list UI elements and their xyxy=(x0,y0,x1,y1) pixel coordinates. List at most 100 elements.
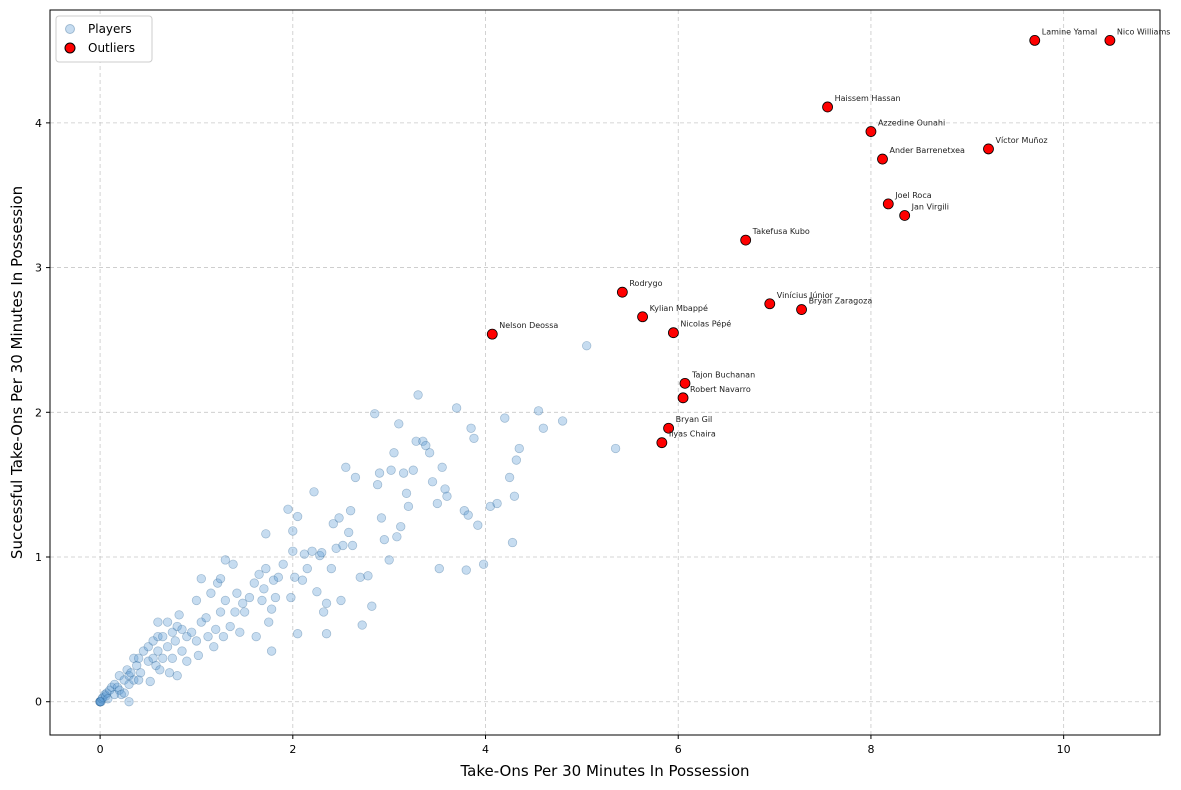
player-point xyxy=(196,574,206,584)
player-point xyxy=(492,498,502,509)
player-point xyxy=(162,642,173,652)
player-point xyxy=(350,472,361,483)
player-point xyxy=(191,595,202,606)
player-point xyxy=(238,598,248,608)
outlier-label: Nico Williams xyxy=(1117,27,1171,36)
player-point xyxy=(328,519,338,529)
outlier-point xyxy=(663,422,674,434)
player-point xyxy=(538,423,548,433)
player-point xyxy=(408,465,418,475)
player-point xyxy=(504,472,515,483)
outlier-point xyxy=(677,392,689,404)
player-point xyxy=(396,521,406,532)
player-point xyxy=(153,617,163,627)
outlier-point xyxy=(1029,34,1041,46)
x-axis-label: Take-Ons Per 30 Minutes In Possession xyxy=(459,762,749,780)
player-point xyxy=(297,575,308,585)
player-point xyxy=(232,588,242,598)
player-point xyxy=(266,604,277,614)
player-point xyxy=(355,572,365,582)
player-point xyxy=(463,510,473,520)
outlier-point xyxy=(865,126,877,137)
outlier-label: Azzedine Ounahi xyxy=(878,119,945,128)
outlier-point xyxy=(822,101,833,113)
player-point xyxy=(610,443,621,454)
player-point xyxy=(315,550,325,561)
player-point xyxy=(132,660,142,671)
player-point xyxy=(424,448,435,458)
player-point xyxy=(344,527,354,538)
outlier-labels: Lamine Yamal Nico Williams Haissem Hassan A… xyxy=(499,27,1170,438)
player-point xyxy=(124,679,134,690)
player-point xyxy=(170,636,180,646)
player-point xyxy=(317,548,327,558)
player-point xyxy=(218,631,229,642)
player-point xyxy=(459,506,469,516)
player-point xyxy=(401,488,412,498)
player-point xyxy=(215,607,226,617)
player-point xyxy=(469,433,479,443)
x-tick-label: 4 xyxy=(482,743,489,756)
player-point xyxy=(116,689,126,700)
player-point xyxy=(95,697,105,707)
x-tick-label: 6 xyxy=(675,743,682,756)
player-point xyxy=(155,665,165,675)
player-point xyxy=(421,440,431,451)
player-point xyxy=(174,610,184,620)
axis-ticks: 0 2 4 6 8 10 0 1 2 3 4 xyxy=(35,117,1071,756)
player-point xyxy=(379,534,389,545)
player-point xyxy=(331,543,341,553)
outlier-point xyxy=(679,377,691,389)
outlier-label: Bryan Zaragoza xyxy=(809,297,873,306)
player-point xyxy=(107,682,117,692)
player-point xyxy=(473,520,483,530)
player-point xyxy=(286,592,296,603)
legend-outliers-label: Outliers xyxy=(88,41,135,55)
player-point xyxy=(264,617,274,627)
legend-outliers-marker xyxy=(64,42,76,54)
outlier-point xyxy=(764,298,776,310)
y-tick-label: 4 xyxy=(35,117,42,130)
player-point xyxy=(485,501,495,512)
player-point xyxy=(96,697,106,707)
player-point xyxy=(384,555,394,565)
player-point xyxy=(95,697,105,707)
x-tick-label: 8 xyxy=(867,743,874,756)
outlier-label: Nicolas Pépé xyxy=(680,319,731,329)
player-point xyxy=(230,607,240,617)
player-point xyxy=(398,468,409,478)
legend-box xyxy=(55,15,153,63)
player-point xyxy=(403,501,414,512)
player-point xyxy=(307,546,317,556)
outlier-point xyxy=(637,311,648,323)
y-tick-label: 3 xyxy=(35,262,42,275)
player-point xyxy=(143,642,153,652)
player-point xyxy=(151,660,161,671)
player-point xyxy=(392,532,402,542)
outlier-label: Joel Roca xyxy=(894,191,931,200)
outlier-point xyxy=(1104,34,1116,46)
player-point xyxy=(376,513,387,523)
y-tick-label: 0 xyxy=(35,696,42,709)
player-point xyxy=(126,668,136,678)
player-point xyxy=(215,574,226,584)
player-point xyxy=(164,668,175,678)
player-point xyxy=(239,607,250,617)
player-point xyxy=(389,448,399,458)
player-point xyxy=(220,595,231,606)
player-point xyxy=(451,403,462,413)
player-point xyxy=(413,390,423,400)
player-point xyxy=(138,646,149,656)
outlier-point xyxy=(882,198,894,210)
player-point xyxy=(363,571,373,581)
player-point xyxy=(182,631,192,642)
outlier-label: Rodrygo xyxy=(629,279,662,288)
player-point xyxy=(278,559,288,569)
player-point xyxy=(209,642,219,652)
player-point xyxy=(211,624,221,635)
player-point xyxy=(206,588,216,598)
legend-players-label: Players xyxy=(88,22,132,36)
outlier-label: Bryan Gil xyxy=(676,415,713,424)
player-point xyxy=(374,468,385,478)
